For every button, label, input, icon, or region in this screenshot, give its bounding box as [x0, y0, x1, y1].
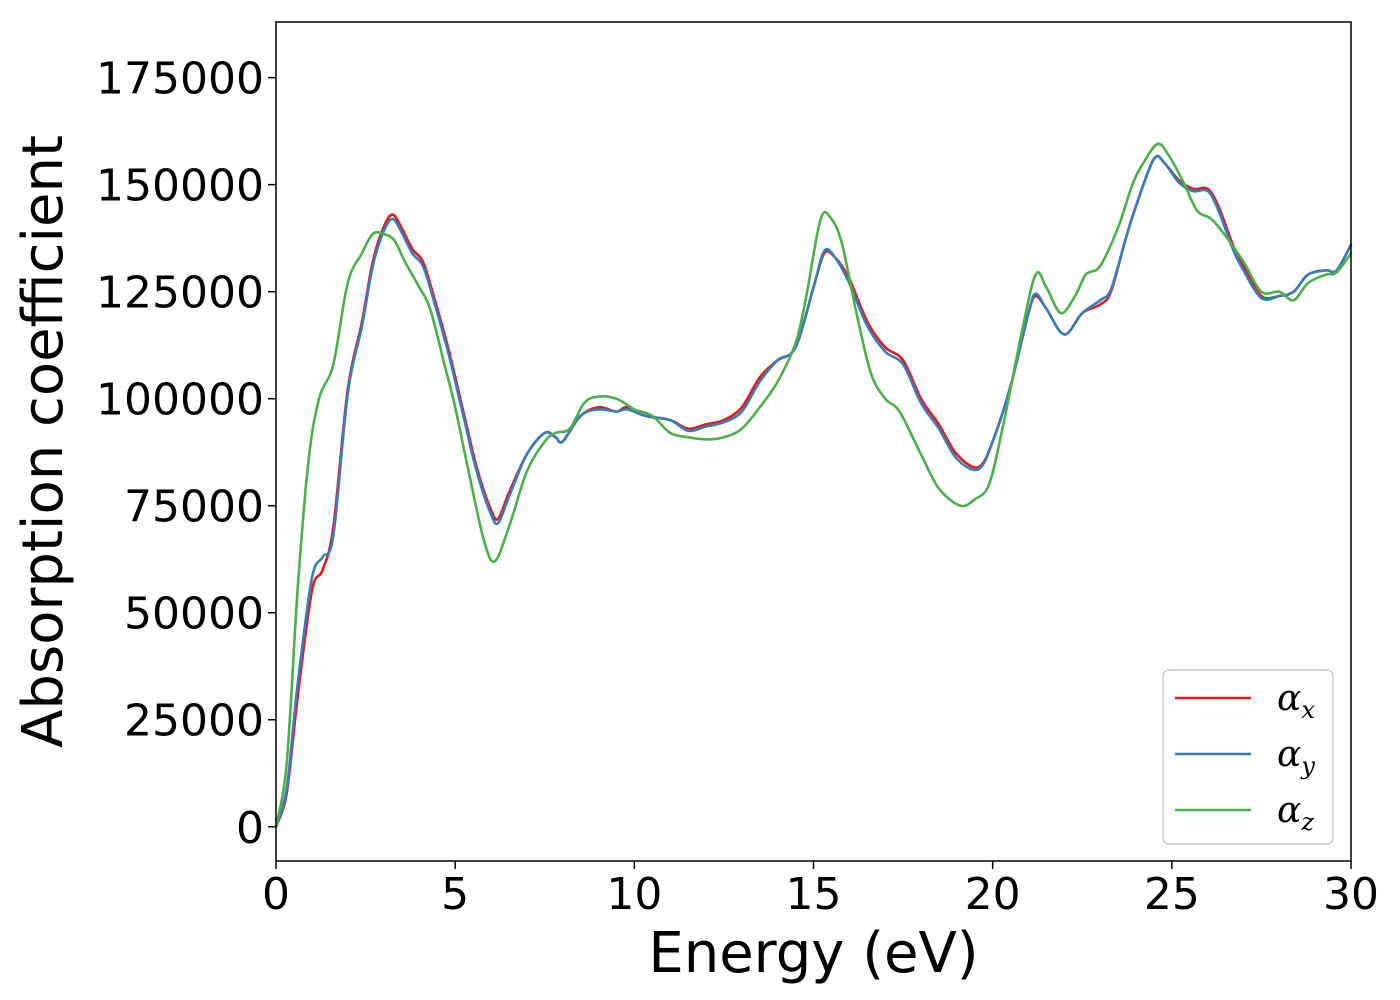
x-axis-title: Energy (eV): [648, 921, 978, 986]
x-tick-label: 0: [262, 869, 290, 920]
x-tick-label: 15: [786, 869, 842, 920]
y-tick-label: 25000: [124, 696, 264, 747]
y-axis-title: Absorption coefficient: [11, 135, 76, 748]
x-tick-label: 20: [965, 869, 1021, 920]
y-tick-label: 75000: [124, 482, 264, 533]
legend: αx αy αz: [1162, 669, 1334, 845]
x-tick-label: 30: [1323, 869, 1379, 920]
series-line-y: [274, 154, 1353, 829]
y-tick-label: 175000: [96, 54, 264, 105]
y-tick-label: 150000: [96, 161, 264, 212]
series-layer: [274, 142, 1353, 829]
x-tick-label: 5: [441, 869, 469, 920]
x-tick-label: 25: [1144, 869, 1200, 920]
plot-frame: [275, 21, 1352, 862]
x-tick-label: 10: [606, 869, 662, 920]
legend-label-z: αz: [1277, 790, 1314, 836]
ticks-layer: 0 5 10 15 20 25 30 0 25000 50000 75000 100000 125000…: [96, 54, 1379, 920]
y-tick-label: 100000: [96, 375, 264, 426]
series-line-z: [274, 142, 1353, 829]
y-tick-label: 50000: [124, 589, 264, 640]
legend-box: [1162, 669, 1334, 845]
legend-label-x: αx: [1277, 678, 1315, 724]
y-tick-label: 0: [236, 803, 264, 854]
y-tick-label: 125000: [96, 268, 264, 319]
legend-label-y: αy: [1277, 734, 1315, 780]
